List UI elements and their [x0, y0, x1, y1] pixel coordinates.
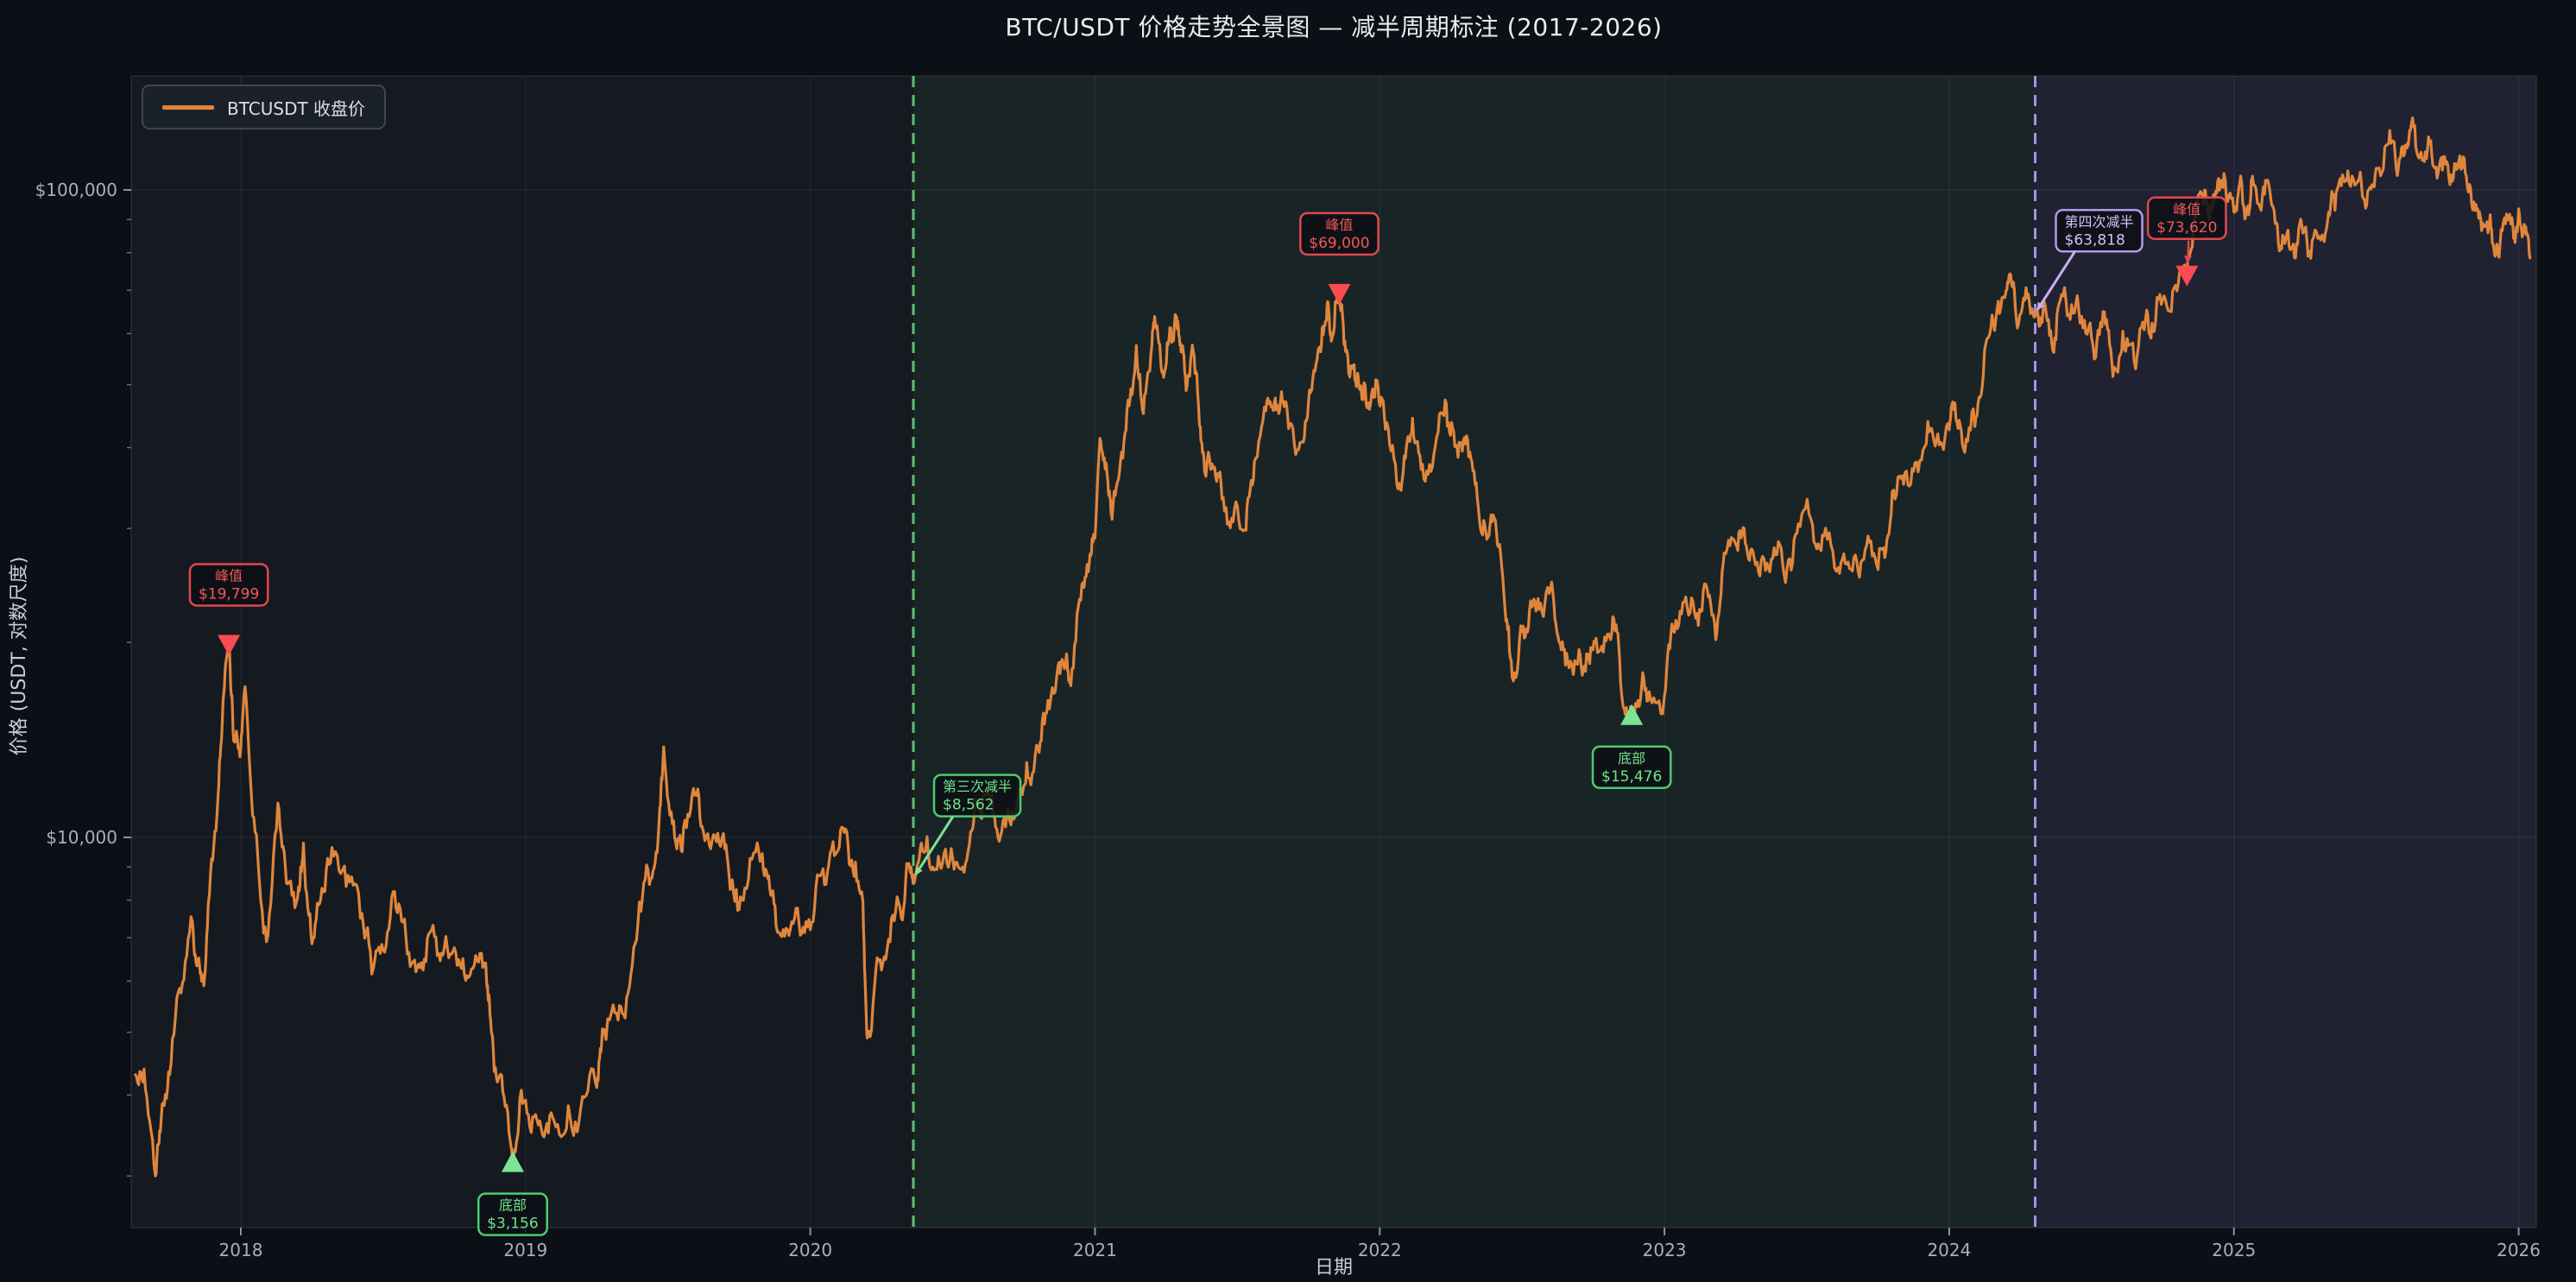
x-axis-label: 日期 — [1314, 1257, 1353, 1279]
annotation-label: 峰值 — [1325, 217, 1353, 233]
annotation-value: $19,799 — [199, 586, 259, 603]
legend-line-swatch — [162, 104, 214, 110]
annotation-box-frame — [2055, 209, 2144, 253]
annotation-box-frame — [188, 563, 269, 607]
plot-border — [130, 75, 2537, 1228]
plot-background — [131, 76, 2536, 1228]
annotation-arrow — [914, 815, 955, 875]
bottom-marker-icon — [1620, 704, 1644, 725]
annotation-value: $63,818 — [2065, 231, 2125, 249]
annotation-box-peak: 峰值 $19,799 — [188, 563, 269, 607]
annotation-box-frame — [1591, 745, 1672, 790]
x-tick-label: 2019 — [503, 1240, 547, 1260]
annotation-box-peak: 峰值 $69,000 — [1299, 212, 1380, 256]
annotation-label: 底部 — [1618, 750, 1645, 767]
annotation-value: $15,476 — [1601, 768, 1662, 786]
annotations: 峰值$19,799底部$3,156第三次减半$8,562峰值$69,000底部$… — [188, 196, 2227, 1236]
x-tick-label: 2022 — [1358, 1240, 1402, 1260]
bottom-marker-icon — [501, 1151, 524, 1172]
annotation-box-halving: 第三次减半 $8,562 — [932, 774, 1022, 818]
annotation-value: $69,000 — [1309, 235, 1369, 252]
annotation-box-halving: 第四次减半$63,818 — [2055, 209, 2144, 253]
x-tick-label: 2018 — [219, 1240, 263, 1260]
peak-marker-icon — [218, 635, 241, 656]
annotation-box-frame — [477, 1192, 548, 1236]
annotation-box-frame — [2146, 196, 2227, 241]
y-axis-label: 价格 (USDT, 对数尺度) — [9, 556, 30, 756]
grid — [131, 76, 2536, 1228]
annotation-box-frame — [1299, 212, 1380, 256]
legend: BTCUSDT 收盘价 — [142, 85, 387, 129]
legend-label: BTCUSDT 收盘价 — [227, 98, 366, 119]
y-tick-label: $10,000 — [46, 827, 117, 848]
cycle-region-fourth-halving — [2035, 76, 2536, 1228]
x-tick-label: 2021 — [1073, 1240, 1117, 1260]
x-tick-label: 2025 — [2212, 1240, 2256, 1260]
x-tick-label: 2026 — [2497, 1240, 2541, 1260]
annotation-value: $8,562 — [943, 797, 994, 814]
annotation-box-bottom: 底部$15,476 — [1591, 745, 1672, 790]
chart-title: BTC/USDT 价格走势全景图 — 减半周期标注 (2017-2026) — [1005, 13, 1663, 41]
x-tick-label: 2023 — [1643, 1240, 1687, 1260]
annotation-box-bottom: 底部 $3,156 — [477, 1192, 548, 1236]
annotation-label: 峰值 — [215, 568, 243, 584]
cycle-region-third-halving — [913, 76, 2036, 1228]
x-tick-label: 2024 — [1927, 1240, 1971, 1260]
annotation-label: 峰值 — [2173, 201, 2200, 218]
peak-marker-icon — [1328, 283, 1351, 305]
peak-marker-icon — [2175, 265, 2199, 287]
annotation-value: $73,620 — [2156, 219, 2217, 237]
annotation-arrow — [2036, 250, 2076, 311]
annotation-value: $3,156 — [487, 1216, 538, 1233]
annotation-label: 第三次减半 — [943, 779, 1012, 795]
x-tick-label: 2020 — [788, 1240, 832, 1260]
annotation-label: 第四次减半 — [2065, 213, 2134, 230]
y-tick-label: $100,000 — [35, 180, 117, 200]
annotation-label: 底部 — [499, 1197, 527, 1214]
axis-ticks: 2018 2019 2020 2021 2022 2023 2024 2025 2026 $100… — [35, 180, 2541, 1260]
annotation-box-frame — [932, 774, 1022, 818]
annotation-box-peak: 峰值$73,620 — [2146, 196, 2227, 241]
